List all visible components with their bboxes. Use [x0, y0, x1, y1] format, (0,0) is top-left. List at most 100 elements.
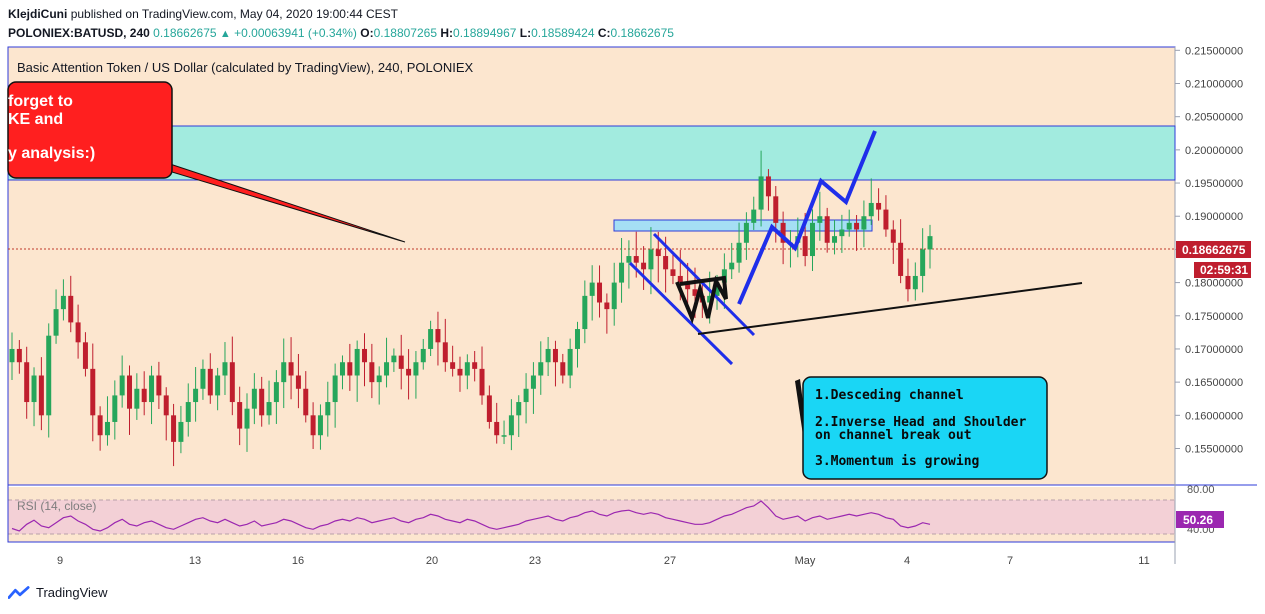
candle-body	[68, 295, 74, 323]
candle-body	[780, 222, 786, 243]
momentum-projection[interactable]	[737, 130, 877, 305]
candle-body	[16, 348, 22, 363]
x-tick-label: 13	[189, 555, 201, 567]
candle-body	[38, 375, 44, 416]
candle-body	[832, 236, 838, 243]
candle-body	[141, 388, 147, 403]
chart-title: Basic Attention Token / US Dollar (calcu…	[17, 60, 474, 75]
candle-body	[332, 375, 338, 403]
candle-body	[428, 329, 434, 349]
callout-box[interactable]	[802, 376, 1048, 480]
x-tick-label: 27	[664, 555, 676, 567]
callout-line-1: 1.Desceding channel	[815, 388, 964, 403]
tradingview-logo-icon	[8, 585, 30, 599]
candle-body	[567, 348, 573, 376]
candle-body	[384, 362, 390, 376]
candle-body	[53, 309, 59, 336]
candle-body	[442, 342, 448, 363]
candle-body	[82, 342, 88, 369]
y-tick-label: 0.20500000	[1185, 112, 1243, 124]
candle-body	[604, 302, 610, 310]
callout-line-2: 2.Inverse Head and Shoulder	[815, 415, 1026, 430]
publish-info: KlejdiCuni published on TradingView.com,…	[8, 7, 398, 21]
candle-body	[369, 362, 375, 383]
candle-body	[303, 388, 309, 416]
candle-body	[758, 176, 764, 210]
candle-body	[670, 269, 676, 276]
y-tick-label: 0.15500000	[1185, 444, 1243, 456]
candle-body	[75, 322, 81, 343]
candle-body	[655, 249, 661, 257]
candle-body	[479, 368, 485, 396]
channel-upper-line[interactable]	[652, 232, 756, 337]
y-tick-label: 0.19000000	[1185, 211, 1243, 223]
y-tick-label: 0.17500000	[1185, 311, 1243, 323]
rsi-upper-label: 80.00	[1187, 484, 1215, 496]
up-triangle-icon: ▲	[219, 28, 231, 40]
candle-body	[508, 415, 514, 436]
candle-body	[398, 355, 404, 369]
candle-body	[251, 388, 257, 409]
footer-brand[interactable]: TradingView	[8, 585, 108, 600]
candle-body	[9, 348, 15, 363]
last-price: 0.18662675	[153, 26, 217, 40]
brand-name: TradingView	[36, 585, 108, 600]
x-tick-label: 4	[904, 555, 910, 567]
candle-body	[266, 402, 272, 416]
callout-line-4: 3.Momentum is growing	[815, 454, 979, 469]
candle-body	[633, 256, 639, 263]
y-tick-label: 0.21000000	[1185, 79, 1243, 91]
channel-lower-line[interactable]	[628, 261, 734, 366]
candle-body	[472, 362, 478, 369]
candle-body	[611, 282, 617, 310]
rsi-label: RSI (14, close)	[17, 499, 96, 513]
candle-body	[824, 216, 830, 243]
close-value: 0.18662675	[610, 26, 674, 40]
candle-body	[237, 402, 243, 429]
candle-body	[244, 408, 250, 429]
x-tick-label: 9	[57, 555, 63, 567]
candle-body	[347, 362, 353, 376]
candle-body	[868, 202, 874, 217]
high-label: H:	[440, 26, 454, 40]
candle-body	[839, 229, 845, 237]
x-tick-label: 16	[292, 555, 304, 567]
candle-body	[692, 289, 698, 296]
candle-body	[538, 362, 544, 376]
candle-body	[765, 176, 771, 197]
open-label: O:	[360, 26, 374, 40]
candle-body	[890, 229, 896, 243]
price-chart[interactable]: Basic Attention Token / US Dollar (calcu…	[0, 44, 1265, 578]
candle-body	[200, 368, 206, 389]
candle-body	[229, 362, 235, 403]
candle-body	[163, 395, 169, 416]
support-trendline[interactable]	[697, 282, 1083, 335]
candle-body	[435, 329, 441, 343]
candle-body	[354, 348, 360, 376]
candle-body	[677, 275, 683, 283]
candle-body	[193, 388, 199, 403]
candle-body	[24, 362, 30, 403]
y-tick-label: 0.19500000	[1185, 178, 1243, 190]
candle-body	[178, 421, 184, 442]
candle-body	[207, 368, 213, 396]
low-value: 0.18589424	[531, 26, 595, 40]
candle-body	[90, 368, 96, 416]
resistance-zone[interactable]	[7, 125, 1176, 181]
candle-body	[391, 355, 397, 363]
rsi-band	[8, 500, 1175, 534]
candle-body	[685, 282, 691, 290]
candle-body	[486, 395, 492, 422]
y-tick-label: 0.20000000	[1185, 145, 1243, 157]
candle-body	[530, 375, 536, 389]
inverse-head-shoulders[interactable]	[675, 275, 728, 325]
y-tick-label: 0.16000000	[1185, 410, 1243, 422]
neckline-zone[interactable]	[613, 219, 873, 232]
red-note-line-2: KE and	[8, 111, 63, 128]
candle-body	[545, 348, 551, 363]
symbol-label: POLONIEX:BATUSD, 240	[8, 26, 150, 40]
candle-body	[222, 362, 228, 376]
candle-body	[171, 415, 177, 442]
rsi-line	[11, 500, 931, 532]
candle-body	[134, 388, 140, 409]
